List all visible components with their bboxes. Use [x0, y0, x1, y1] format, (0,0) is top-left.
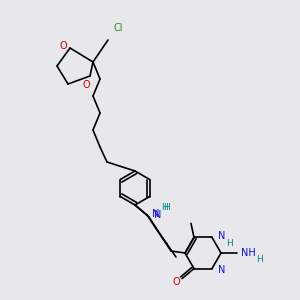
Text: O: O — [59, 41, 67, 51]
Text: H: H — [161, 202, 168, 211]
Text: N: N — [218, 231, 225, 242]
Text: N: N — [218, 265, 225, 275]
Text: N: N — [154, 210, 161, 220]
Text: NH: NH — [241, 248, 256, 258]
Text: Cl: Cl — [113, 23, 123, 33]
Text: H: H — [256, 256, 263, 265]
Text: H: H — [163, 203, 170, 212]
Text: H: H — [226, 239, 233, 248]
Text: O: O — [82, 80, 90, 90]
Text: N: N — [152, 209, 159, 219]
Text: O: O — [172, 277, 180, 286]
